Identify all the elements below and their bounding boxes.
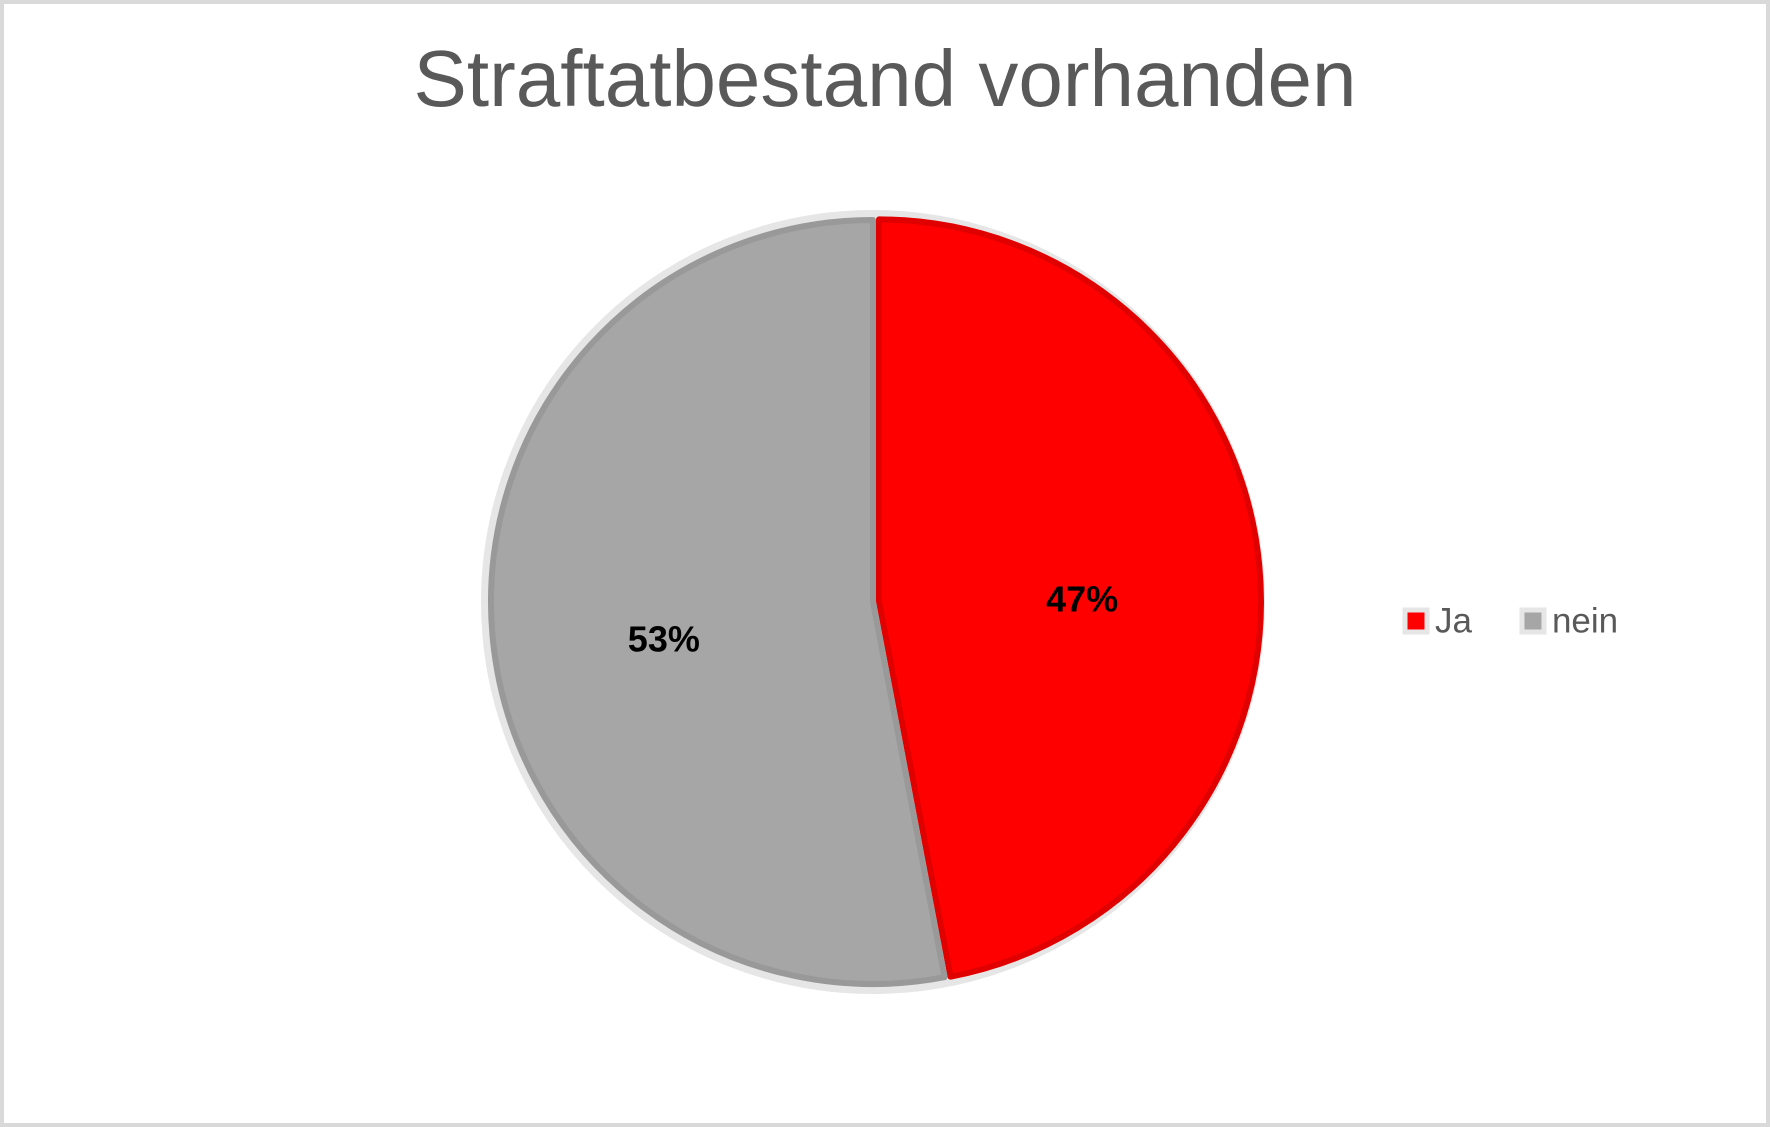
legend-swatch [1519, 607, 1547, 635]
pie-slice [875, 216, 1264, 980]
legend-swatch [1402, 607, 1430, 635]
data-label: 47% [1046, 579, 1118, 620]
legend-label: nein [1552, 601, 1618, 640]
chart-title: Straftatbestand vorhanden [414, 34, 1357, 123]
data-label: 53% [628, 618, 700, 659]
pie-slice [488, 217, 948, 987]
legend-label: Ja [1435, 601, 1473, 640]
